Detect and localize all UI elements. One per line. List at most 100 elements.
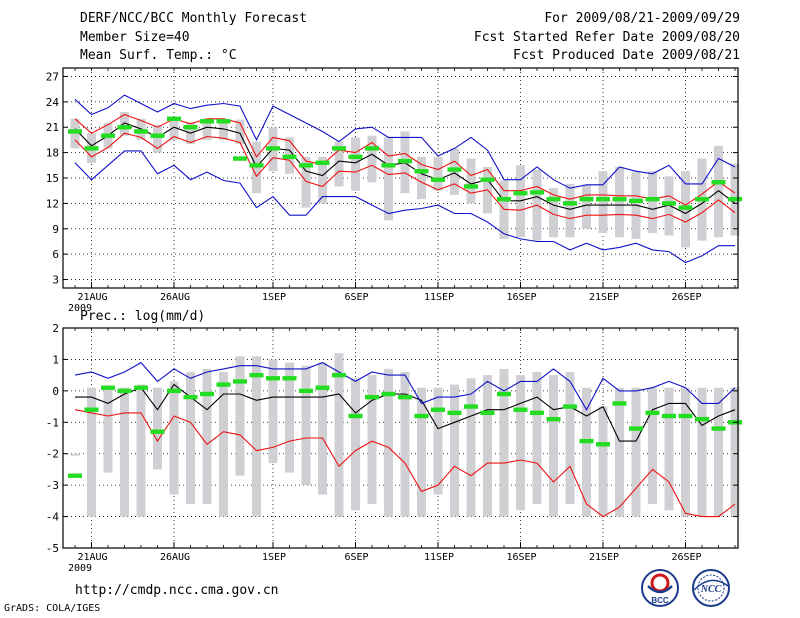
precip-ytick-label-2: -3	[46, 479, 59, 492]
temp-obs-marker-21	[414, 169, 429, 174]
precip-range-bar-11	[252, 356, 261, 517]
temp-obs-marker-8	[200, 119, 214, 124]
precip-range-bar-1	[87, 387, 96, 517]
precip-series-ensemble-max	[74, 361, 736, 411]
temp-range-bar-32	[598, 171, 608, 233]
precip-range-bar-7	[186, 372, 195, 504]
precip-obs-marker-35	[645, 410, 660, 416]
temp-range-bar-14	[301, 156, 311, 208]
temp-ytick-label-4: 15	[46, 172, 59, 185]
precip-range-bar-35	[648, 387, 657, 504]
temp-ytick-label-5: 18	[46, 147, 59, 160]
precip-obs-marker-39	[711, 426, 726, 431]
precip-range-bar-0	[70, 453, 80, 456]
temp-range-bar-17	[351, 137, 360, 191]
precip-obs-marker-37	[678, 413, 693, 419]
temp-obs-marker-6	[167, 116, 181, 121]
temp-range-bar-8	[202, 118, 212, 140]
temp-range-bar-18	[367, 135, 377, 183]
temp-obs-marker-13	[282, 154, 297, 160]
precip-ytick-label-0: -5	[46, 542, 59, 555]
precip-obs-marker-13	[282, 376, 297, 381]
temp-obs-marker-3	[117, 125, 132, 130]
precip-range-bar-26	[499, 368, 509, 517]
temp-ytick-label-1: 6	[52, 248, 59, 261]
temp-obs-marker-30	[563, 201, 577, 206]
svg-text:BCC: BCC	[651, 596, 669, 605]
temp-obs-marker-19	[381, 163, 396, 168]
precip-range-bar-3	[120, 387, 129, 517]
precip-range-bar-4	[136, 384, 146, 517]
temp-range-bar-16	[334, 141, 344, 187]
precip-series-ensemble-min	[74, 409, 736, 518]
temp-ytick-label-2: 9	[52, 223, 59, 236]
precip-obs-marker-7	[183, 394, 198, 400]
temp-obs-marker-20	[398, 158, 412, 164]
precip-obs-marker-29	[546, 416, 561, 422]
precip-ytick-label-4: -1	[46, 416, 59, 429]
precip-obs-marker-36	[662, 413, 676, 419]
temp-range-bar-6	[169, 118, 179, 140]
temp-obs-marker-27	[513, 191, 528, 196]
precip-range-bar-28	[532, 372, 542, 504]
precip-obs-marker-17	[348, 413, 363, 419]
precip-obs-marker-33	[612, 401, 627, 406]
precip-range-bar-39	[714, 387, 723, 517]
temp-series-mean-spread	[74, 132, 736, 223]
precip-obs-marker-30	[563, 404, 577, 409]
precip-year-label: 2009	[68, 563, 92, 574]
temp-ytick-label-7: 24	[46, 96, 60, 109]
temp-obs-marker-23	[447, 167, 462, 172]
precip-obs-marker-10	[233, 379, 247, 384]
forecast-started-label: Fcst Started Refer Date 2009/08/20	[473, 30, 740, 45]
forecast-produced-label: Fcst Produced Date 2009/08/21	[513, 48, 740, 63]
precip-obs-marker-20	[398, 394, 412, 400]
temp-obs-marker-16	[332, 146, 346, 151]
temp-obs-marker-7	[183, 125, 198, 130]
precip-obs-marker-38	[695, 416, 709, 422]
precip-plot-frame	[62, 327, 739, 549]
temp-series-ensemble-max	[74, 94, 736, 189]
temp-obs-marker-0	[68, 129, 82, 134]
temp-xtick-label-2: 1SEP	[262, 292, 286, 303]
temp-xtick-label-6: 21SEP	[589, 292, 619, 303]
temp-obs-marker-29	[546, 196, 561, 202]
precip-obs-marker-22	[431, 407, 445, 412]
temp-obs-marker-25	[480, 177, 495, 182]
temperature-variable-label: Mean Surf. Temp.: °C	[80, 48, 237, 63]
precip-range-bar-23	[450, 384, 459, 517]
temp-year-label: 2009	[68, 303, 92, 314]
precip-obs-marker-14	[299, 388, 313, 394]
temp-obs-marker-9	[216, 119, 231, 124]
temp-xtick-label-1: 26AUG	[160, 292, 190, 303]
precip-range-bar-6	[169, 381, 179, 495]
temp-range-bar-36	[664, 176, 674, 236]
source-url-link[interactable]: http://cmdp.ncc.cma.gov.cn	[75, 583, 279, 598]
temp-series-ensemble-min	[74, 150, 735, 264]
precip-range-bar-33	[615, 387, 624, 517]
precip-range-bar-34	[631, 387, 641, 517]
precip-xtick-label-2: 1SEP	[262, 552, 286, 563]
precip-range-bar-22	[433, 387, 443, 495]
temp-obs-marker-36	[662, 201, 676, 206]
precip-ytick-label-6: 1	[52, 353, 59, 366]
precip-range-bar-36	[664, 387, 674, 511]
precip-obs-marker-26	[497, 391, 511, 397]
precip-xtick-label-1: 26AUG	[160, 552, 190, 563]
chart-title: DERF/NCC/BCC Monthly Forecast	[80, 11, 307, 26]
temp-obs-marker-15	[315, 160, 330, 165]
temp-range-bar-35	[648, 171, 657, 233]
precip-obs-marker-9	[216, 382, 231, 387]
precip-xtick-label-6: 21SEP	[589, 552, 619, 563]
temp-obs-marker-1	[84, 146, 99, 151]
member-size-label: Member Size=40	[80, 30, 190, 45]
precip-obs-marker-12	[266, 376, 280, 381]
precip-obs-marker-28	[530, 410, 544, 416]
precip-obs-marker-0	[68, 473, 82, 478]
precip-xtick-label-4: 11SEP	[424, 552, 454, 563]
bcc-logo: BCC	[641, 569, 679, 607]
temp-obs-marker-28	[530, 190, 544, 195]
temp-obs-marker-38	[695, 196, 709, 202]
temp-obs-marker-35	[645, 196, 660, 202]
ncc-logo: NCC	[692, 569, 730, 607]
